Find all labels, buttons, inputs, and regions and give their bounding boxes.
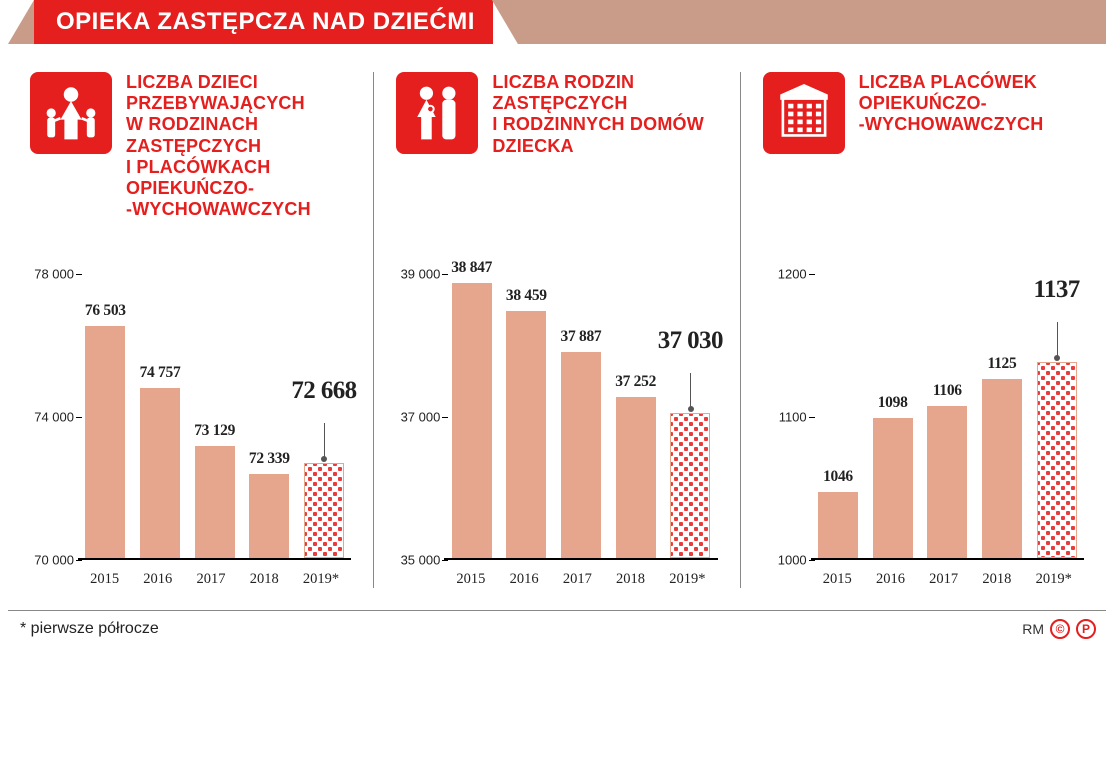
bar-rect	[1037, 362, 1077, 558]
ytick-label: 78 000	[30, 267, 74, 282]
bar-2016: 74 757	[140, 274, 180, 558]
ytick-label: 35 000	[396, 553, 440, 568]
ytick-label: 1100	[763, 410, 807, 425]
bar-2019*: 1137	[1037, 274, 1077, 558]
ytick-label: 1200	[763, 267, 807, 282]
panels-row: LICZBA DZIECI PRZEBYWAJĄCYCH W RODZINACH…	[8, 72, 1106, 588]
bar-2016: 1098	[873, 274, 913, 558]
banner-tan-block	[492, 0, 1106, 44]
panel-1: LICZBA RODZIN ZASTĘPCZYCH I RODZINNYCH D…	[373, 72, 739, 588]
family-icon	[30, 72, 112, 154]
x-axis: 2015 2016 2017 2018 2019*	[78, 571, 351, 588]
ytick-mark	[809, 560, 815, 561]
panel-title: LICZBA DZIECI PRZEBYWAJĄCYCH W RODZINACH…	[126, 72, 351, 221]
panel-2: LICZBA PLACÓWEK OPIEKUŃCZO--WYCHOWAWCZYC…	[740, 72, 1106, 588]
bar-2015: 76 503	[85, 274, 125, 558]
bar-chart: 70 000 74 000 78 000 76 503 74 757 73 129 72 3…	[30, 268, 351, 588]
bar-rect	[873, 418, 913, 558]
bar-chart: 35 00037 00039 00038 84738 45937 88737 2…	[396, 268, 717, 588]
bar-rect	[249, 474, 289, 558]
bars-container: 76 503 74 757 73 129 72 339 72 668	[78, 274, 351, 558]
x-label: 2017	[929, 571, 958, 588]
panel-header: LICZBA DZIECI PRZEBYWAJĄCYCH W RODZINACH…	[30, 72, 351, 242]
banner-decor	[8, 0, 34, 44]
bar-2018: 72 339	[249, 274, 289, 558]
bar-2016: 38 459	[506, 274, 546, 558]
bar-2018: 37 252	[616, 274, 656, 558]
bar-2019*: 72 668	[304, 274, 344, 558]
x-label: 2018	[982, 571, 1011, 588]
copyright-icon: ©	[1050, 619, 1070, 639]
panel-title: LICZBA RODZIN ZASTĘPCZYCH I RODZINNYCH D…	[492, 72, 717, 157]
ytick-mark	[76, 560, 82, 561]
plot-area: 76 503 74 757 73 129 72 339 72 668	[78, 274, 351, 560]
bar-rect	[982, 379, 1022, 558]
footer: * pierwsze półrocze RM © P	[8, 610, 1106, 643]
banner-red-block: OPIEKA ZASTĘPCZA NAD DZIEĆMI	[34, 0, 493, 44]
bar-rect	[452, 283, 492, 558]
x-axis: 2015 2016 2017 2018 2019*	[811, 571, 1084, 588]
x-label: 2016	[876, 571, 905, 588]
bar-2017: 73 129	[195, 274, 235, 558]
bar-rect	[670, 413, 710, 558]
author-initials: RM	[1022, 621, 1044, 637]
x-label: 2015	[456, 571, 485, 588]
x-label: 2017	[563, 571, 592, 588]
bar-value-label: 1137	[997, 276, 1114, 304]
x-label: 2015	[90, 571, 119, 588]
plot-area: 38 847 38 459 37 887 37 252 37 030	[444, 274, 717, 560]
callout-line	[1057, 322, 1058, 360]
title-banner: OPIEKA ZASTĘPCZA NAD DZIEĆMI	[8, 0, 1106, 44]
x-label: 2016	[143, 571, 172, 588]
panel-0: LICZBA DZIECI PRZEBYWAJĄCYCH W RODZINACH…	[8, 72, 373, 588]
bar-2018: 1125	[982, 274, 1022, 558]
x-label: 2019*	[1036, 571, 1072, 588]
x-label: 2017	[197, 571, 226, 588]
x-label: 2019*	[669, 571, 705, 588]
page-title: OPIEKA ZASTĘPCZA NAD DZIEĆMI	[56, 8, 475, 36]
bar-2015: 1046	[818, 274, 858, 558]
panel-title: LICZBA PLACÓWEK OPIEKUŃCZO--WYCHOWAWCZYC…	[859, 72, 1084, 136]
parents-icon	[396, 72, 478, 154]
x-label: 2016	[510, 571, 539, 588]
panel-header: LICZBA RODZIN ZASTĘPCZYCH I RODZINNYCH D…	[396, 72, 717, 242]
bars-container: 1046 1098 1106 1125 1137	[811, 274, 1084, 558]
bar-rect	[85, 326, 125, 558]
bar-2019*: 37 030	[670, 274, 710, 558]
ytick-label: 37 000	[396, 410, 440, 425]
building-icon	[763, 72, 845, 154]
x-label: 2018	[616, 571, 645, 588]
bar-rect	[304, 463, 344, 558]
plot-area: 1046 1098 1106 1125 1137	[811, 274, 1084, 560]
ytick-label: 1000	[763, 553, 807, 568]
bar-rect	[927, 406, 967, 558]
bar-rect	[616, 397, 656, 558]
bar-2017: 37 887	[561, 274, 601, 558]
bar-rect	[506, 311, 546, 558]
bar-2015: 38 847	[452, 274, 492, 558]
bar-rect	[818, 492, 858, 558]
p-icon: P	[1076, 619, 1096, 639]
ytick-label: 70 000	[30, 553, 74, 568]
signature-block: RM © P	[1022, 619, 1096, 639]
bars-container: 38 847 38 459 37 887 37 252 37 030	[444, 274, 717, 558]
callout-line	[690, 373, 691, 411]
bar-chart: 1000 1100 1200 1046 1098 1106 1125 1137 2015 2016…	[763, 268, 1084, 588]
ytick-label: 74 000	[30, 410, 74, 425]
footnote: * pierwsze półrocze	[20, 620, 159, 638]
bar-value-label: 72 668	[264, 377, 384, 405]
bar-rect	[140, 388, 180, 558]
bar-value-label: 37 030	[630, 327, 750, 355]
bar-2017: 1106	[927, 274, 967, 558]
x-label: 2015	[823, 571, 852, 588]
x-label: 2018	[250, 571, 279, 588]
ytick-mark	[442, 560, 448, 561]
x-label: 2019*	[303, 571, 339, 588]
x-axis: 2015 2016 2017 2018 2019*	[444, 571, 717, 588]
panel-header: LICZBA PLACÓWEK OPIEKUŃCZO--WYCHOWAWCZYC…	[763, 72, 1084, 242]
callout-line	[324, 423, 325, 461]
